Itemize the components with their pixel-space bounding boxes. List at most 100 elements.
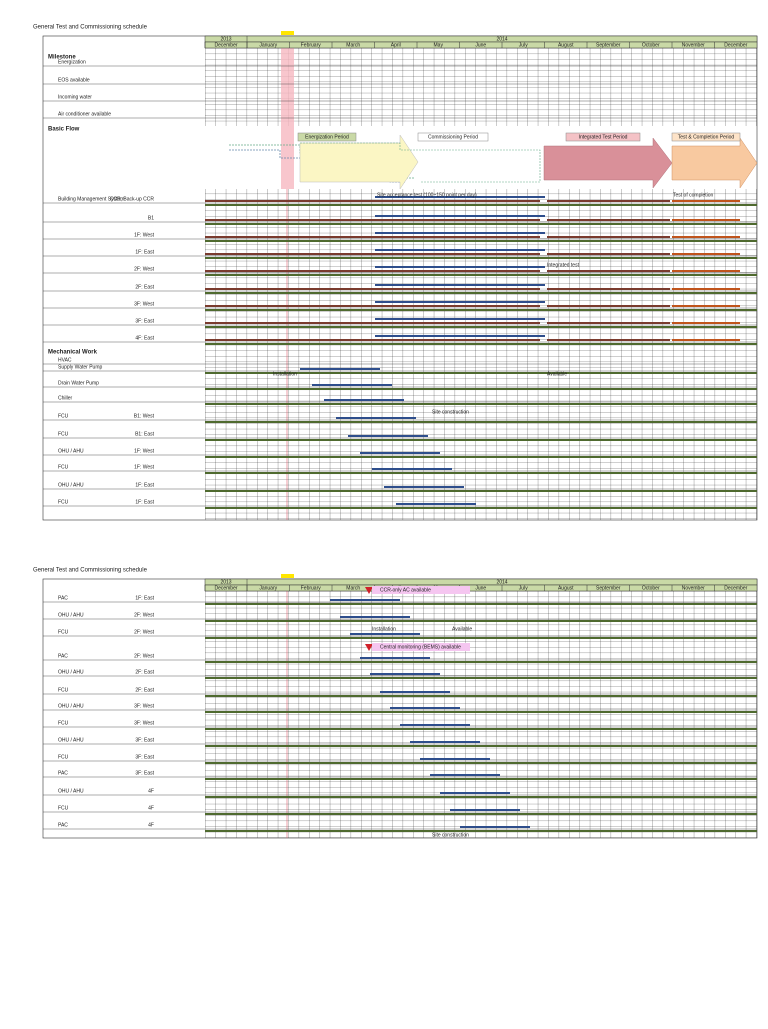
schedule-bar bbox=[205, 305, 540, 307]
phase-label: Test & Completion Period bbox=[678, 134, 735, 140]
schedule-bar bbox=[547, 253, 670, 255]
schedule-bar bbox=[330, 599, 400, 601]
today-band bbox=[281, 48, 294, 189]
year: 2014 bbox=[496, 36, 507, 42]
schedule-bar bbox=[547, 270, 670, 272]
month: January bbox=[259, 585, 277, 591]
schedule-bar bbox=[300, 368, 380, 370]
row-sublabel: 4F bbox=[148, 788, 154, 794]
row-sublabel: 2F: East bbox=[135, 687, 154, 693]
year: 2013 bbox=[220, 36, 231, 42]
callout-marker bbox=[365, 644, 373, 651]
schedule-bar bbox=[348, 435, 428, 437]
phase-box bbox=[671, 132, 741, 142]
row-label: Building Management System bbox=[58, 196, 124, 202]
schedule-bar bbox=[205, 322, 540, 324]
schedule-bar bbox=[375, 215, 545, 217]
schedule-bar bbox=[205, 490, 757, 492]
schedule-bar bbox=[205, 257, 757, 259]
row-sublabel: 2F: West bbox=[134, 653, 155, 659]
row-sublabel: 3F: East bbox=[135, 737, 154, 743]
row-label: OHU / AHU bbox=[58, 703, 84, 709]
row-label: FCU bbox=[58, 687, 69, 693]
schedule-bar bbox=[547, 339, 670, 341]
row-label: Air conditioner available bbox=[58, 111, 111, 117]
bar-note: Site construction bbox=[432, 409, 469, 415]
schedule-bar bbox=[205, 219, 540, 221]
bar-note: Site acceptance test (100~150 point per … bbox=[377, 192, 477, 198]
month: January bbox=[259, 42, 277, 48]
schedule-bar bbox=[370, 673, 440, 675]
month: July bbox=[519, 585, 528, 591]
month: October bbox=[642, 42, 660, 48]
schedule-bar bbox=[205, 274, 757, 276]
schedule-bar bbox=[205, 388, 757, 390]
bar-note: Installation bbox=[273, 371, 297, 377]
row-label: OHU / AHU bbox=[58, 612, 84, 618]
callout-box bbox=[372, 643, 470, 651]
callout-label: Central monitoring (BEMS) available bbox=[380, 644, 461, 650]
schedule-bar bbox=[375, 232, 545, 234]
schedule-bar bbox=[460, 826, 530, 828]
row-label: OHU / AHU bbox=[58, 737, 84, 743]
callout-box bbox=[372, 586, 470, 594]
schedule-bar bbox=[205, 372, 757, 374]
schedule-bar bbox=[205, 830, 757, 832]
schedule-bar bbox=[205, 813, 757, 815]
row-label: OHU / AHU bbox=[58, 482, 84, 488]
month: May bbox=[434, 42, 444, 48]
schedule-bar bbox=[375, 284, 545, 286]
row-sublabel: 3F: West bbox=[134, 703, 155, 709]
schedule-bar bbox=[375, 335, 545, 337]
row-sublabel: 3F: East bbox=[135, 770, 154, 776]
row-label: PAC bbox=[58, 653, 68, 659]
row-sublabel: 1F: West bbox=[134, 232, 155, 238]
schedule-bar bbox=[547, 236, 670, 238]
row-label: FCU bbox=[58, 720, 69, 726]
page-title: General Test and Commissioning schedule bbox=[33, 568, 148, 574]
schedule-bar bbox=[410, 741, 480, 743]
row-sublabel: 2F: East bbox=[135, 284, 154, 290]
schedule-bar bbox=[672, 339, 740, 341]
schedule-bar bbox=[205, 292, 757, 294]
month: July bbox=[519, 42, 528, 48]
schedule-bar bbox=[547, 288, 670, 290]
month: August bbox=[558, 585, 574, 591]
schedule-bar bbox=[672, 270, 740, 272]
row-sublabel: 3F: West bbox=[134, 301, 155, 307]
schedule-bar bbox=[205, 778, 757, 780]
month: March bbox=[346, 585, 360, 591]
row-label: PAC bbox=[58, 595, 68, 601]
row-label: FCU bbox=[58, 805, 69, 811]
schedule-bar bbox=[380, 691, 450, 693]
schedule-bar bbox=[205, 343, 757, 345]
month: November bbox=[682, 42, 705, 48]
row-sublabel: 2F: East bbox=[135, 669, 154, 675]
schedule-bar bbox=[672, 219, 740, 221]
month: November bbox=[682, 585, 705, 591]
schedule-bar bbox=[430, 774, 500, 776]
row-label: OHU / AHU bbox=[58, 669, 84, 675]
row-sublabel: 1F: East bbox=[135, 595, 154, 601]
schedule-bar bbox=[205, 421, 757, 423]
schedule-bar bbox=[205, 472, 757, 474]
schedule-bar bbox=[205, 253, 540, 255]
row-label: PAC bbox=[58, 770, 68, 776]
row-label: FCU bbox=[58, 754, 69, 760]
month: September bbox=[596, 585, 621, 591]
row-sublabel: 1F: West bbox=[134, 464, 155, 470]
schedule-bar bbox=[205, 270, 540, 272]
schedule-bar bbox=[547, 200, 670, 202]
schedule-bar bbox=[372, 468, 452, 470]
phase-box bbox=[565, 132, 641, 142]
callout-marker bbox=[365, 587, 373, 594]
month: December bbox=[214, 585, 237, 591]
grid bbox=[205, 48, 757, 126]
section: Milestone bbox=[48, 55, 76, 61]
schedule-bar bbox=[205, 728, 757, 730]
schedule-bar bbox=[340, 616, 410, 618]
row-sublabel: 1F: East bbox=[135, 249, 154, 255]
schedule-bar bbox=[375, 318, 545, 320]
phase-label: Commissioning Period bbox=[428, 134, 478, 140]
month: October bbox=[642, 585, 660, 591]
